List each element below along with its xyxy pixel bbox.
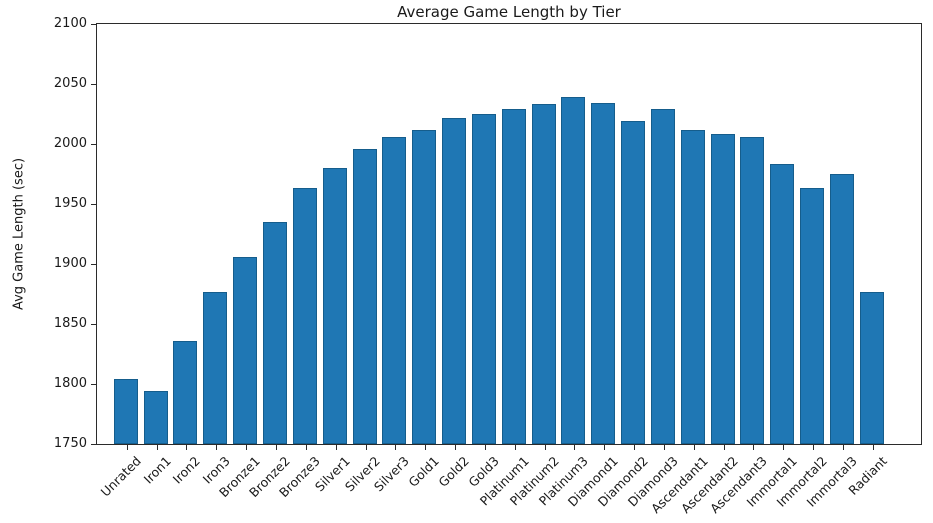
bar-platinum3	[561, 97, 586, 444]
bar-bronze1	[233, 257, 258, 444]
plot-area	[96, 23, 922, 445]
x-tick-mark	[663, 445, 665, 450]
bar-ascendant3	[740, 137, 765, 444]
x-tick-mark	[544, 445, 546, 450]
x-tick-mark	[604, 445, 606, 450]
y-tick-label: 1850	[53, 316, 87, 331]
chart-title: Average Game Length by Tier	[397, 3, 621, 21]
x-tick-mark	[484, 445, 486, 450]
y-tick-mark	[91, 383, 96, 385]
bar-iron2	[173, 341, 198, 444]
bar-silver3	[382, 137, 407, 444]
x-tick-label: Gold2	[435, 453, 472, 490]
bar-gold1	[412, 130, 437, 444]
x-tick-mark	[842, 445, 844, 450]
bar-silver2	[352, 149, 377, 444]
y-tick-mark	[91, 203, 96, 205]
x-tick-mark	[186, 445, 188, 450]
x-tick-mark	[813, 445, 815, 450]
bar-diamond2	[621, 121, 646, 444]
y-tick-mark	[91, 263, 96, 265]
x-tick-label: Gold1	[405, 453, 443, 490]
x-tick-mark	[783, 445, 785, 450]
x-tick-mark	[634, 445, 636, 450]
x-tick-mark	[872, 445, 874, 450]
bar-gold3	[471, 114, 496, 444]
x-tick-label: Unrated	[97, 453, 144, 500]
bar-immortal3	[829, 174, 854, 444]
bar-platinum1	[501, 109, 526, 444]
x-tick-mark	[723, 445, 725, 450]
x-tick-mark	[514, 445, 516, 450]
y-tick-label: 2050	[53, 76, 87, 91]
bar-bronze2	[263, 222, 287, 444]
x-tick-mark	[216, 445, 218, 450]
x-tick-mark	[365, 445, 367, 450]
bar-silver1	[322, 168, 347, 444]
x-tick-mark	[395, 445, 397, 450]
y-tick-label: 1900	[53, 256, 87, 271]
x-tick-mark	[753, 445, 755, 450]
x-tick-mark	[246, 445, 248, 450]
x-tick-mark	[156, 445, 158, 450]
y-tick-mark	[91, 443, 96, 445]
y-tick-label: 1950	[53, 196, 87, 211]
bar-diamond3	[650, 109, 675, 444]
x-tick-label: Iron1	[140, 453, 174, 487]
bar-gold2	[442, 118, 467, 444]
y-axis-label: Avg Game Length (sec)	[11, 157, 27, 311]
bar-iron3	[203, 292, 228, 444]
x-tick-mark	[276, 445, 277, 450]
y-tick-label: 1750	[53, 436, 87, 451]
x-tick-mark	[693, 445, 695, 450]
y-tick-mark	[91, 323, 96, 325]
bar-immortal2	[800, 188, 825, 444]
bar-iron1	[143, 391, 168, 444]
x-tick-mark	[335, 445, 337, 450]
y-tick-mark	[91, 83, 96, 85]
y-tick-label: 2100	[53, 16, 87, 31]
y-tick-label: 1800	[53, 376, 87, 391]
bar-ascendant2	[710, 134, 735, 444]
bar-ascendant1	[680, 130, 705, 444]
bar-platinum2	[531, 104, 556, 444]
y-tick-label: 2000	[53, 136, 87, 151]
y-tick-mark	[91, 143, 96, 145]
x-tick-mark	[305, 445, 307, 450]
x-tick-label: Iron2	[170, 453, 204, 487]
x-tick-mark	[574, 445, 576, 450]
y-tick-mark	[91, 23, 96, 25]
x-tick-mark	[455, 445, 457, 450]
bar-bronze3	[292, 188, 317, 444]
bar-immortal1	[770, 164, 795, 444]
bar-radiant	[859, 292, 884, 444]
bar-diamond1	[591, 103, 616, 444]
bar-unrated	[113, 379, 138, 444]
x-tick-mark	[126, 445, 128, 450]
x-tick-mark	[425, 445, 427, 450]
